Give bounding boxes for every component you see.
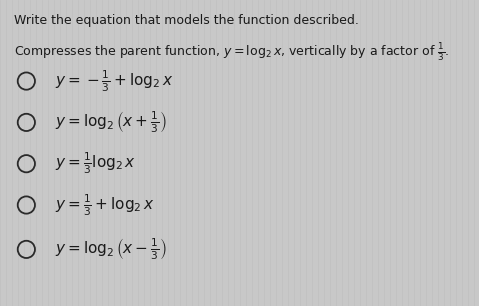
Text: $y = -\frac{1}{3} + \log_2 x$: $y = -\frac{1}{3} + \log_2 x$ (55, 68, 173, 94)
Text: Write the equation that models the function described.: Write the equation that models the funct… (14, 14, 359, 27)
Text: $y = \log_2\left(x - \frac{1}{3}\right)$: $y = \log_2\left(x - \frac{1}{3}\right)$ (55, 237, 167, 262)
Text: $y = \frac{1}{3}\log_2 x$: $y = \frac{1}{3}\log_2 x$ (55, 151, 136, 177)
Text: $y = \frac{1}{3} + \log_2 x$: $y = \frac{1}{3} + \log_2 x$ (55, 192, 155, 218)
Text: $y = \log_2\left(x + \frac{1}{3}\right)$: $y = \log_2\left(x + \frac{1}{3}\right)$ (55, 110, 167, 135)
Text: Compresses the parent function, $y = \log_2 x$, vertically by a factor of $\frac: Compresses the parent function, $y = \lo… (14, 41, 450, 63)
